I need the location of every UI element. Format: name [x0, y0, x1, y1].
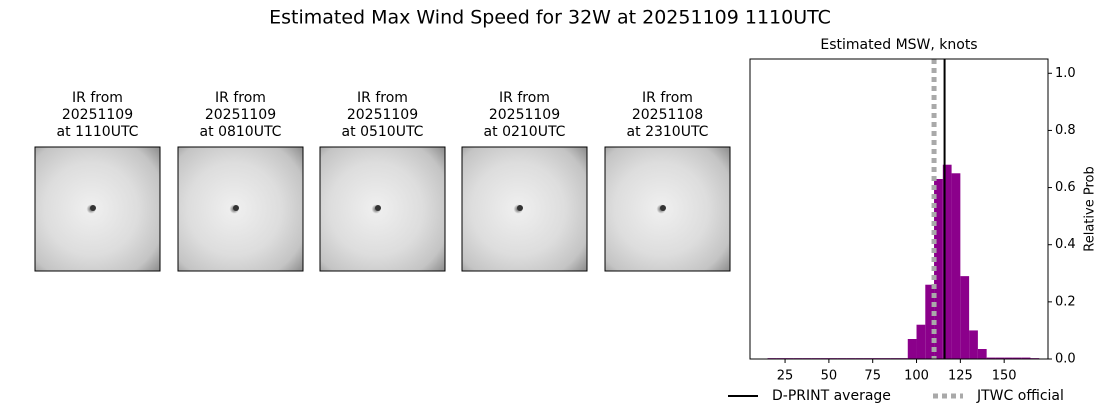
x-tick-label: 75 — [864, 369, 881, 384]
plot-frame — [749, 58, 1049, 360]
legend-label: D-PRINT average — [772, 388, 891, 404]
hist-bar — [1021, 357, 1031, 359]
hist-bar — [951, 173, 961, 359]
hist-bar — [942, 164, 952, 359]
panel-caption: at 0210UTC — [484, 124, 566, 140]
panel-caption: 20251109 — [62, 107, 133, 123]
panel-caption: IR from — [357, 90, 408, 106]
ir-image — [604, 146, 731, 272]
panel-caption: at 0810UTC — [200, 124, 282, 140]
y-tick-label: 0.8 — [1055, 123, 1076, 138]
storm-eye — [375, 205, 381, 211]
panel-caption: IR from — [72, 90, 123, 106]
panel-caption: 20251109 — [489, 107, 560, 123]
hist-bar — [916, 324, 926, 359]
y-tick-label: 0.0 — [1055, 352, 1076, 367]
hist-bar — [977, 349, 987, 359]
ir-image — [34, 146, 161, 272]
hist-bar — [969, 330, 978, 359]
hist-bar — [960, 276, 970, 359]
ir-image — [177, 146, 304, 272]
hist-bar — [995, 357, 1005, 359]
hist-bar — [925, 284, 935, 359]
y-tick-label: 1.0 — [1055, 66, 1076, 81]
legend-label: JTWC official — [976, 388, 1064, 404]
panel-caption: IR from — [642, 90, 693, 106]
x-tick-label: 100 — [904, 369, 929, 384]
hist-bar — [1004, 357, 1013, 359]
y-tick-label: 0.6 — [1055, 180, 1076, 195]
panel-caption: at 2310UTC — [627, 124, 709, 140]
title: Estimated Max Wind Speed for 32W at 2025… — [269, 7, 831, 29]
panel-caption: at 1110UTC — [57, 124, 139, 140]
storm-eye — [90, 205, 96, 211]
panel-caption: 20251109 — [347, 107, 418, 123]
hist-bar — [934, 179, 943, 359]
y-tick-label: 0.2 — [1055, 294, 1076, 309]
panel-caption: IR from — [499, 90, 550, 106]
panel-caption: at 0510UTC — [342, 124, 424, 140]
x-tick-label: 50 — [821, 369, 838, 384]
panel-caption: 20251108 — [632, 107, 703, 123]
x-tick-label: 125 — [948, 369, 973, 384]
storm-eye — [233, 205, 239, 211]
hist-bar — [907, 339, 917, 359]
panel-caption: 20251109 — [205, 107, 276, 123]
storm-eye — [517, 205, 523, 211]
y-tick-label: 0.4 — [1055, 237, 1076, 252]
y-axis-label: Relative Prob — [1083, 166, 1098, 251]
x-tick-label: 150 — [992, 369, 1017, 384]
hist-bar — [1012, 357, 1022, 359]
storm-eye — [660, 205, 666, 211]
hist-bar — [986, 357, 996, 359]
panel-caption: IR from — [215, 90, 266, 106]
x-tick-label: 25 — [777, 369, 794, 384]
chart-title: Estimated MSW, knots — [820, 37, 977, 53]
ir-image — [319, 146, 446, 272]
ir-image — [461, 146, 588, 272]
